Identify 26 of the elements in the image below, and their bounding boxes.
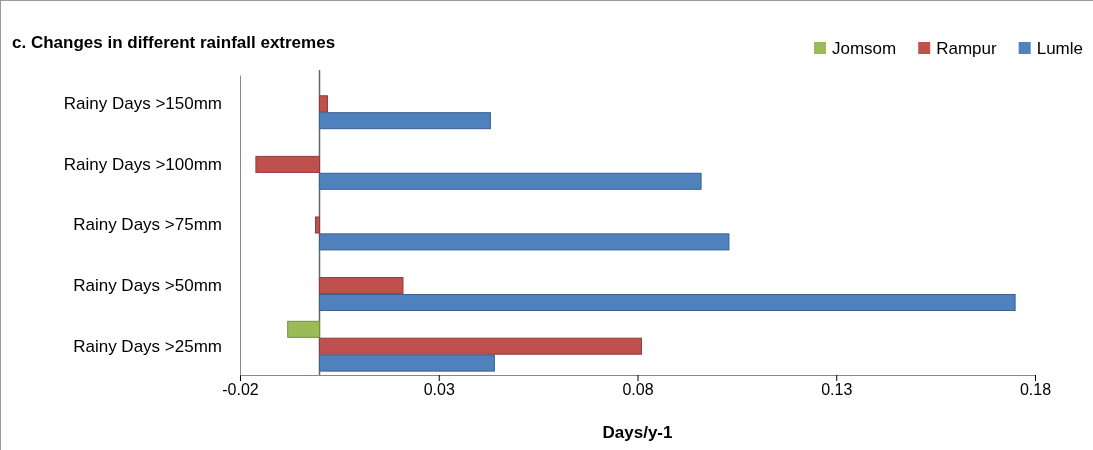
bar (319, 233, 730, 251)
bar (319, 172, 702, 190)
bar (319, 112, 491, 130)
y-tick-label: Rainy Days >150mm (63, 94, 222, 114)
bar (315, 216, 320, 234)
x-tick-label: 0.18 (1019, 381, 1052, 399)
y-tick-label: Rainy Days >50mm (73, 276, 222, 296)
y-tick-label: Rainy Days >100mm (63, 154, 222, 174)
x-axis-title: Days/y-1 (602, 423, 673, 442)
bar (319, 337, 642, 355)
chart-title: c. Changes in different rainfall extremes (12, 33, 336, 52)
x-tick-label: -0.02 (222, 381, 259, 399)
y-tick-label: Rainy Days >25mm (73, 336, 222, 356)
x-tick-label: 0.08 (622, 381, 654, 399)
x-tick-label: 0.13 (821, 381, 853, 399)
bar (319, 277, 404, 295)
bar (287, 320, 320, 338)
legend-label: Jomsom (831, 39, 897, 58)
bar (255, 155, 320, 173)
bar (319, 354, 495, 372)
bar (319, 95, 328, 113)
bar (319, 293, 1016, 312)
legend-label: Rampur (936, 39, 998, 58)
y-tick-label: Rainy Days >75mm (73, 215, 222, 235)
x-tick-label: 0.03 (423, 381, 455, 399)
legend-label: Lumle (1036, 39, 1083, 58)
